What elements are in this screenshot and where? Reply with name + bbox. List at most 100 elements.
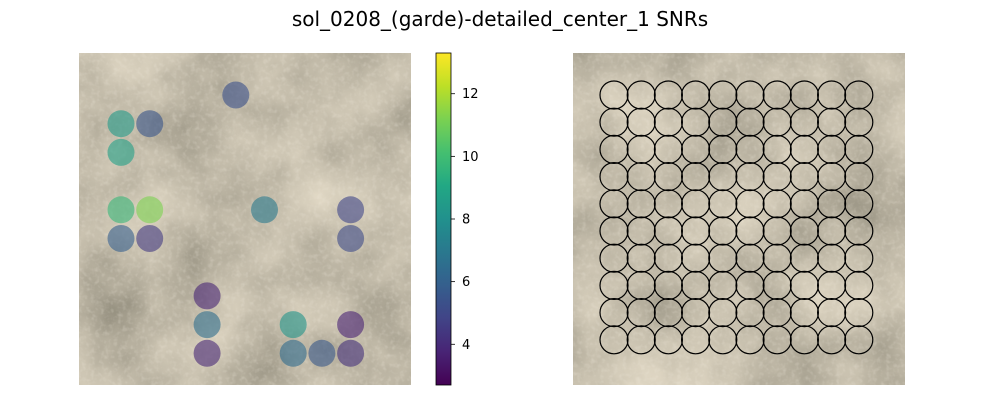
grid-circle xyxy=(626,270,656,300)
colorbar-tick-label: 10 xyxy=(462,150,479,165)
grid-circle xyxy=(708,134,738,164)
grid-circle xyxy=(735,325,765,355)
grid-circle xyxy=(762,107,792,137)
grid-circle xyxy=(680,80,711,110)
grid-circle xyxy=(735,162,765,192)
grid-circle xyxy=(708,243,738,273)
grid-circle xyxy=(680,189,711,219)
grid-circle xyxy=(599,298,629,328)
grid-circle xyxy=(844,298,874,328)
grid-circle xyxy=(680,298,711,328)
grid-circle xyxy=(762,134,792,164)
snr-marker xyxy=(136,110,164,138)
grid-circle xyxy=(653,107,684,137)
grid-circle xyxy=(816,134,847,164)
grid-circle xyxy=(762,270,792,300)
grid-circle xyxy=(653,134,684,164)
snr-marker xyxy=(107,110,135,138)
grid-circle xyxy=(762,325,792,355)
grid-circle xyxy=(680,216,711,246)
grid-circle xyxy=(816,162,847,192)
grid-circle xyxy=(762,189,792,219)
grid-circle xyxy=(653,270,684,300)
grid-circle xyxy=(653,162,684,192)
grid-circle xyxy=(844,270,874,300)
grid-circle xyxy=(626,80,656,110)
colorbar-tick-label: 12 xyxy=(462,87,479,102)
grid-circle xyxy=(626,216,656,246)
grid-circle xyxy=(816,107,847,137)
grid-circle xyxy=(680,162,711,192)
snr-marker xyxy=(107,138,135,166)
grid-circle xyxy=(653,189,684,219)
grid-circle xyxy=(789,216,820,246)
grid-circle xyxy=(626,243,656,273)
grid-circle xyxy=(789,80,820,110)
grid-circle xyxy=(599,134,629,164)
snr-marker xyxy=(337,225,365,252)
grid-circle xyxy=(844,189,874,219)
grid-circle xyxy=(708,189,738,219)
grid-circle xyxy=(816,298,847,328)
snr-marker xyxy=(337,196,365,224)
grid-circle xyxy=(816,325,847,355)
grid-panel xyxy=(573,53,905,385)
figure-title: sol_0208_(garde)-detailed_center_1 SNRs xyxy=(292,7,708,31)
grid-circle xyxy=(653,80,684,110)
snr-marker xyxy=(193,282,221,310)
grid-circle xyxy=(735,134,765,164)
measurement-circles xyxy=(599,80,874,355)
snr-marker xyxy=(193,339,221,367)
grid-circle xyxy=(735,270,765,300)
snr-marker xyxy=(251,196,278,224)
grid-circle xyxy=(789,325,820,355)
grid-circle xyxy=(789,243,820,273)
grid-circle xyxy=(626,298,656,328)
grid-circle xyxy=(844,80,874,110)
grid-circle xyxy=(789,107,820,137)
grid-circle xyxy=(844,325,874,355)
snr-marker xyxy=(337,311,365,339)
grid-circle xyxy=(653,325,684,355)
grid-circle xyxy=(680,270,711,300)
snr-markers xyxy=(107,81,365,367)
colorbar-ticks: 4 6 8 10 12 xyxy=(451,87,479,353)
grid-circle xyxy=(708,325,738,355)
snr-marker xyxy=(136,196,164,224)
grid-circle xyxy=(708,107,738,137)
grid-circle xyxy=(626,325,656,355)
colorbar-gradient xyxy=(436,53,451,385)
snr-marker xyxy=(136,225,164,252)
grid-circle xyxy=(708,80,738,110)
grid-circle xyxy=(626,107,656,137)
colorbar-tick-label: 6 xyxy=(462,275,470,290)
grid-circle xyxy=(816,270,847,300)
grid-circle xyxy=(599,216,629,246)
grid-circle xyxy=(735,216,765,246)
snr-marker xyxy=(308,339,336,367)
grid-circle xyxy=(708,270,738,300)
colorbar: 4 6 8 10 12 xyxy=(435,52,479,386)
snr-marker xyxy=(279,339,307,367)
grid-circle xyxy=(789,134,820,164)
grid-circle xyxy=(599,80,629,110)
grid-circle xyxy=(735,107,765,137)
grid-circle xyxy=(653,298,684,328)
grid-circle xyxy=(735,298,765,328)
grid-circle xyxy=(735,189,765,219)
grid-circle xyxy=(599,270,629,300)
grid-circle xyxy=(816,80,847,110)
grid-circle xyxy=(708,162,738,192)
colorbar-tick-label: 4 xyxy=(462,338,470,353)
grid-circle xyxy=(844,107,874,137)
grid-circle xyxy=(844,134,874,164)
grid-circle xyxy=(626,134,656,164)
grid-circle xyxy=(708,216,738,246)
grid-circle xyxy=(789,189,820,219)
snr-marker xyxy=(222,81,250,109)
colorbar-tick-label: 8 xyxy=(462,213,470,228)
grid-circle xyxy=(626,189,656,219)
grid-circle xyxy=(762,162,792,192)
grid-circle xyxy=(789,162,820,192)
snr-marker xyxy=(279,311,307,339)
